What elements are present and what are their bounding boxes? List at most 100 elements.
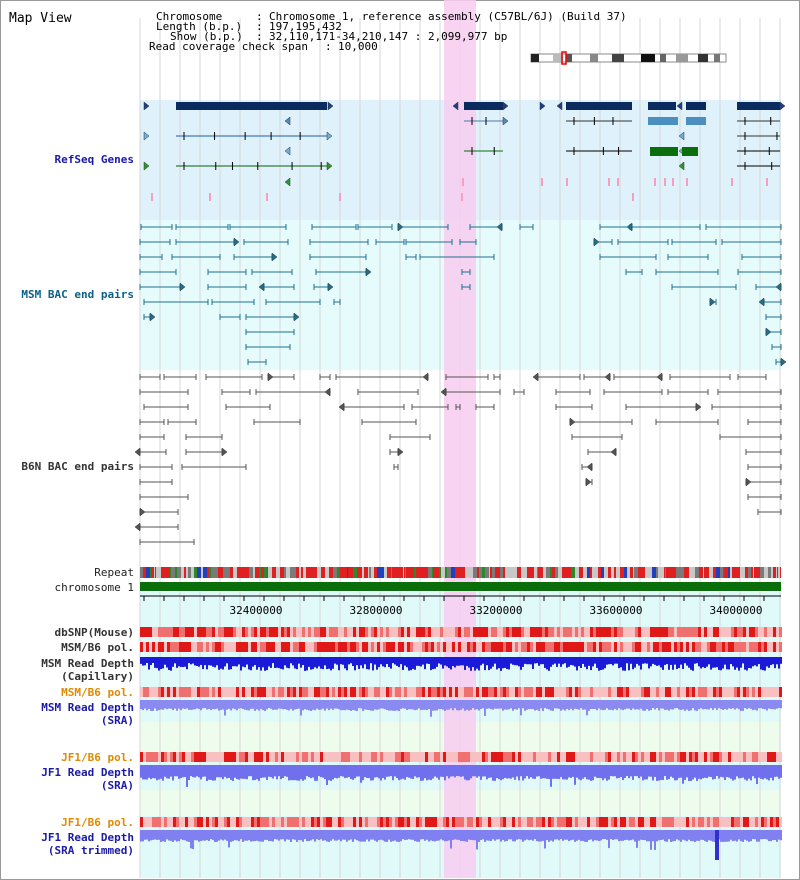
bac-arrow — [496, 222, 503, 232]
heat-cell — [335, 752, 338, 762]
depth-bar — [752, 830, 754, 840]
heat-cell — [314, 817, 317, 827]
depth-bar — [278, 765, 280, 777]
depth-bar — [778, 700, 780, 709]
chromosome-ideogram[interactable] — [530, 51, 727, 65]
heat-cell — [722, 642, 725, 652]
depth-bar — [436, 700, 438, 711]
heat-cell — [548, 627, 551, 637]
repeat-element — [590, 567, 592, 578]
depth-bar — [514, 657, 516, 666]
heat-cell — [146, 817, 149, 827]
heat-cell — [299, 817, 302, 827]
length-key: Length (b.p.) — [156, 20, 243, 33]
depth-bar — [740, 700, 742, 711]
heat-cell — [647, 627, 650, 637]
heat-cell — [350, 627, 353, 637]
heat-cell — [254, 627, 257, 637]
depth-bar — [610, 700, 612, 710]
depth-bar — [346, 765, 348, 778]
depth-bar — [486, 700, 488, 709]
depth-bar — [402, 657, 404, 670]
bac-arrow — [233, 237, 240, 247]
heat-cell — [599, 627, 602, 637]
heat-cell — [257, 752, 260, 762]
heat-cell — [425, 817, 428, 827]
depth-bar — [350, 830, 352, 840]
heat-cell — [377, 687, 380, 697]
repeat-element — [713, 567, 716, 578]
depth-bar — [616, 765, 618, 779]
heat-cell — [506, 817, 509, 827]
heat-cell — [392, 687, 395, 697]
depth-bar — [536, 657, 538, 664]
heat-cell — [590, 752, 593, 762]
b6n-bac-end-pairs[interactable] — [134, 372, 782, 545]
msm-bac-end-pairs[interactable] — [139, 222, 787, 367]
depth-bar — [708, 830, 710, 841]
depth-bar — [440, 765, 442, 777]
heat-cell — [299, 752, 302, 762]
repeat-element — [503, 567, 505, 578]
track-label-msm-bac[interactable]: MSM BAC end pairs — [21, 288, 134, 301]
depth-bar — [592, 700, 594, 709]
heat-cell — [473, 687, 476, 697]
heat-cell — [638, 627, 641, 637]
heat-cell — [509, 752, 512, 762]
depth-bar — [642, 657, 644, 664]
repeat-element — [201, 567, 203, 578]
depth-bar — [740, 830, 742, 842]
depth-bar — [780, 700, 782, 709]
refseq-genes[interactable] — [143, 101, 786, 201]
heat-cell — [251, 642, 254, 652]
heat-cell — [584, 687, 587, 697]
depth-bar — [174, 700, 176, 709]
heat-cell — [491, 817, 494, 827]
heat-cell — [170, 687, 173, 697]
track-label-refseq[interactable]: RefSeq Genes — [54, 153, 134, 166]
selected-region-highlight[interactable] — [444, 0, 476, 878]
heat-cell — [386, 642, 389, 652]
depth-bar — [708, 700, 710, 710]
heat-cell — [311, 627, 314, 637]
heat-cell — [455, 817, 458, 827]
depth-bar — [620, 830, 622, 841]
depth-bar — [188, 830, 190, 842]
heat-cell — [668, 627, 671, 637]
heat-cell — [431, 627, 434, 637]
heat-cell — [488, 642, 491, 652]
depth-bar — [470, 765, 472, 779]
depth-bar — [576, 700, 578, 710]
repeat-element — [498, 567, 500, 578]
repeat-element — [416, 567, 420, 578]
depth-bar — [512, 765, 514, 778]
depth-bar — [450, 830, 452, 849]
depth-bar — [554, 657, 556, 664]
heat-cell — [278, 642, 281, 652]
heat-cell — [683, 817, 686, 827]
track-label-b6n-bac[interactable]: B6N BAC end pairs — [21, 460, 134, 473]
heat-cell — [617, 752, 620, 762]
heat-cell — [554, 642, 557, 652]
heat-cell — [374, 817, 377, 827]
heat-cell — [773, 687, 776, 697]
depth-bar — [512, 657, 514, 665]
depth-bar — [292, 765, 294, 781]
heat-cell — [341, 817, 344, 827]
depth-bar — [334, 657, 336, 664]
depth-bar — [506, 700, 508, 710]
depth-bar — [762, 700, 764, 709]
depth-bar — [214, 830, 216, 842]
depth-bar — [766, 830, 768, 840]
heat-cell — [401, 627, 404, 637]
repeat-element — [296, 567, 299, 578]
heat-cell — [734, 687, 737, 697]
heat-cell — [410, 817, 413, 827]
heat-cell — [215, 627, 218, 637]
depth-bar — [394, 765, 396, 777]
heat-cell — [236, 687, 239, 697]
heat-cell — [545, 752, 548, 762]
depth-bar — [580, 657, 582, 668]
repeat-element — [478, 567, 479, 578]
